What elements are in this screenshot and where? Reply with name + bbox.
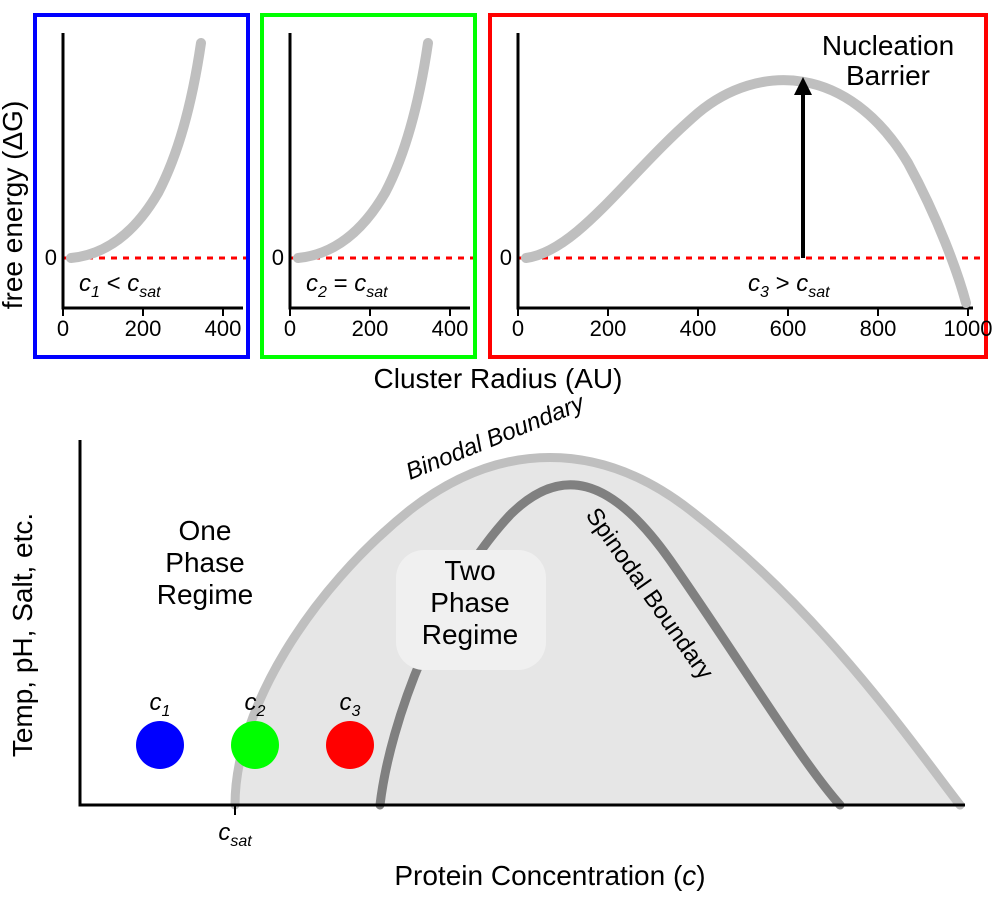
- svg-text:800: 800: [860, 316, 897, 341]
- panel-2: 0 200 400 0 c2 = csat: [262, 15, 475, 357]
- csat-label: csat: [218, 819, 252, 850]
- panel-1: 0 200 400 0 c1 < csat: [35, 15, 248, 357]
- panel-1-xticks: 0 200 400: [57, 308, 241, 341]
- svg-text:0: 0: [284, 316, 296, 341]
- panel-3-xticks: 0 200 400 600 800 1000: [512, 308, 993, 341]
- panel-1-border: [35, 15, 248, 357]
- svg-text:400: 400: [205, 316, 242, 341]
- svg-text:600: 600: [770, 316, 807, 341]
- two-phase-l2: Phase: [430, 587, 509, 618]
- panel-3-ytick0: 0: [500, 245, 512, 270]
- panel-3-condition: c3 > csat: [748, 270, 830, 301]
- panel-3: Nucleation Barrier 0 200 400 600 800 100…: [490, 15, 992, 357]
- phase-x-label: Protein Concentration (c): [394, 860, 705, 891]
- top-y-axis-label: free energy (ΔG): [0, 101, 28, 310]
- svg-text:0: 0: [57, 316, 69, 341]
- panel-2-ytick0: 0: [272, 245, 284, 270]
- svg-text:200: 200: [125, 316, 162, 341]
- panel-1-condition: c1 < csat: [79, 270, 161, 301]
- panel-2-border: [262, 15, 475, 357]
- phase-diagram: Temp, pH, Salt, etc. One Phase Regime Tw…: [7, 389, 965, 891]
- svg-text:1000: 1000: [944, 316, 993, 341]
- svg-text:400: 400: [680, 316, 717, 341]
- panel-2-xticks: 0 200 400: [284, 308, 468, 341]
- panel-2-condition: c2 = csat: [306, 270, 388, 301]
- panel-2-axes: [290, 33, 470, 308]
- one-phase-l1: One: [179, 515, 232, 546]
- nucleation-label-l2: Barrier: [846, 60, 930, 91]
- panel-1-axes: [63, 33, 243, 308]
- svg-text:c1: c1: [150, 689, 171, 720]
- one-phase-l2: Phase: [165, 547, 244, 578]
- svg-text:400: 400: [432, 316, 469, 341]
- two-phase-l1: Two: [444, 555, 495, 586]
- two-phase-l3: Regime: [422, 619, 518, 650]
- panel-1-curve: [71, 43, 201, 258]
- svg-text:0: 0: [512, 316, 524, 341]
- panel-1-ytick0: 0: [45, 245, 57, 270]
- panel-2-curve: [298, 43, 428, 258]
- one-phase-l3: Regime: [157, 579, 253, 610]
- svg-text:200: 200: [352, 316, 389, 341]
- nucleation-label-l1: Nucleation: [822, 30, 954, 61]
- panel-3-curve: [526, 80, 966, 303]
- dot-c1: c1: [136, 689, 184, 769]
- svg-text:200: 200: [590, 316, 627, 341]
- top-x-axis-label: Cluster Radius (AU): [374, 363, 623, 394]
- phase-y-label: Temp, pH, Salt, etc.: [7, 513, 38, 757]
- nucleation-arrow: [794, 77, 812, 258]
